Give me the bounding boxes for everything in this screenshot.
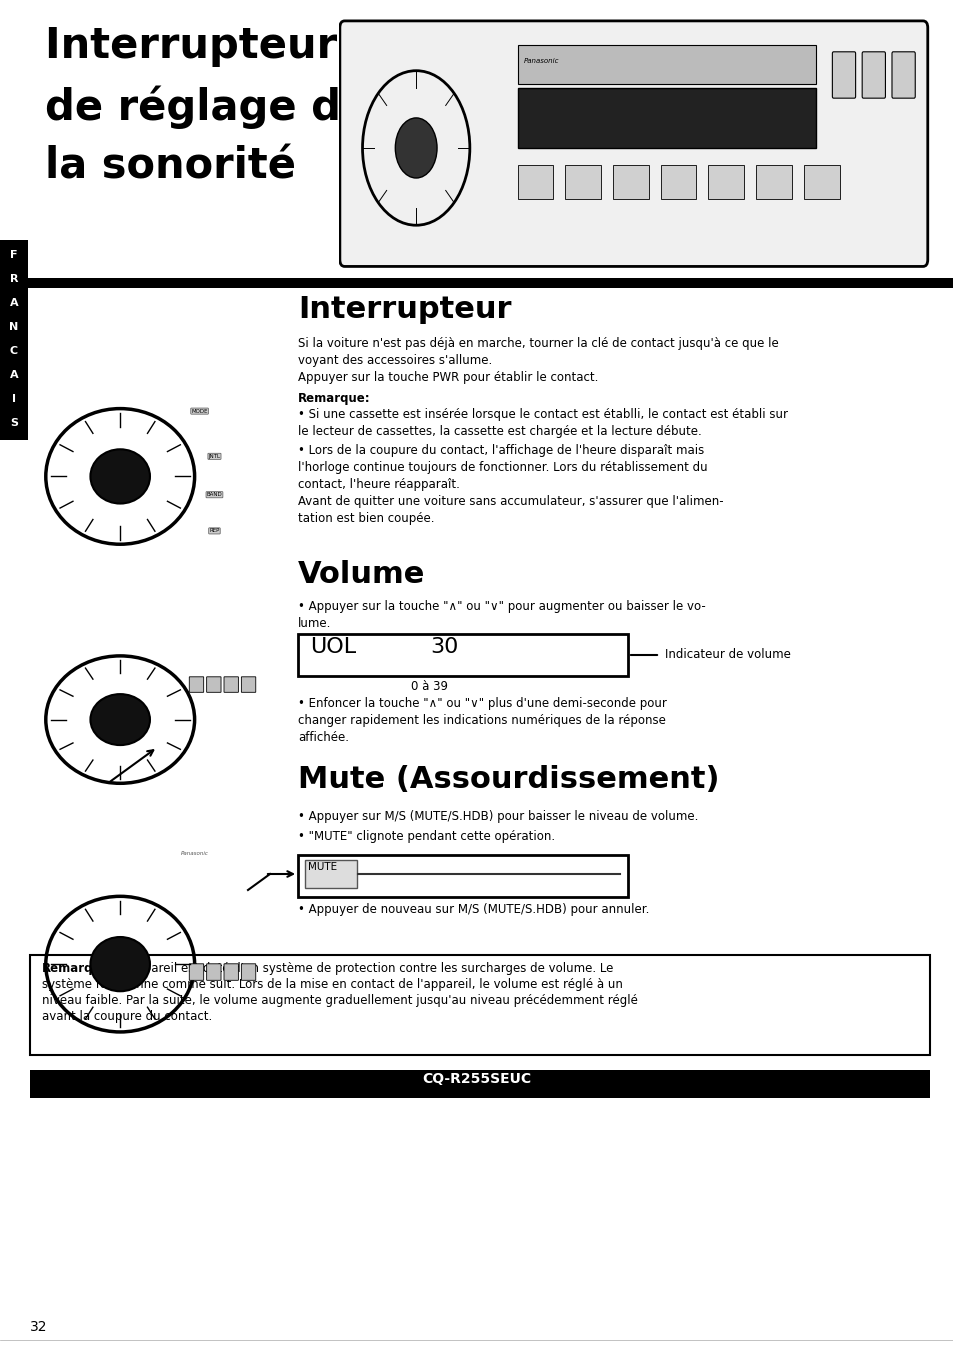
Text: Interrupteur et commandes: Interrupteur et commandes bbox=[45, 25, 694, 67]
Bar bbox=[564, 166, 600, 200]
Text: Cet appareil est doté d'un système de protection contre les surcharges de volume: Cet appareil est doté d'un système de pr… bbox=[105, 962, 613, 975]
Bar bbox=[30, 955, 929, 1055]
Circle shape bbox=[91, 449, 150, 504]
Bar bbox=[517, 45, 815, 84]
FancyBboxPatch shape bbox=[241, 677, 255, 692]
FancyBboxPatch shape bbox=[224, 677, 238, 692]
Bar bbox=[517, 88, 815, 148]
Text: 32: 32 bbox=[30, 1321, 48, 1334]
Text: I: I bbox=[12, 395, 16, 404]
Bar bbox=[297, 634, 627, 675]
Text: Interrupteur: Interrupteur bbox=[297, 295, 511, 323]
Text: BAND: BAND bbox=[207, 492, 222, 497]
Text: • Appuyer de nouveau sur M/S (MUTE/S.HDB) pour annuler.: • Appuyer de nouveau sur M/S (MUTE/S.HDB… bbox=[297, 903, 649, 917]
Text: • Si une cassette est insérée lorsque le contact est établli, le contact est éta: • Si une cassette est insérée lorsque le… bbox=[297, 408, 787, 438]
FancyBboxPatch shape bbox=[224, 964, 238, 981]
Circle shape bbox=[395, 118, 436, 178]
Text: Volume: Volume bbox=[297, 560, 425, 589]
FancyBboxPatch shape bbox=[891, 52, 914, 99]
Text: 30: 30 bbox=[430, 637, 457, 658]
Text: JNTL: JNTL bbox=[209, 453, 220, 459]
Text: Remarque:: Remarque: bbox=[42, 962, 114, 975]
Text: R: R bbox=[10, 274, 18, 284]
Bar bbox=[305, 860, 356, 888]
Text: avant la coupure du contact.: avant la coupure du contact. bbox=[42, 1010, 212, 1023]
Text: système fonctionne comme suit. Lors de la mise en contact de l'appareil, le volu: système fonctionne comme suit. Lors de l… bbox=[42, 978, 622, 991]
FancyBboxPatch shape bbox=[831, 52, 855, 99]
FancyBboxPatch shape bbox=[339, 21, 926, 266]
Bar bbox=[0, 278, 953, 288]
Text: de réglage de: de réglage de bbox=[45, 85, 369, 129]
FancyBboxPatch shape bbox=[207, 677, 221, 692]
Bar bbox=[30, 1070, 929, 1097]
Text: • Appuyer sur M/S (MUTE/S.HDB) pour baisser le niveau de volume.: • Appuyer sur M/S (MUTE/S.HDB) pour bais… bbox=[297, 810, 698, 823]
Bar bbox=[802, 166, 839, 200]
Bar bbox=[612, 166, 648, 200]
FancyBboxPatch shape bbox=[189, 677, 203, 692]
FancyBboxPatch shape bbox=[207, 964, 221, 981]
Bar bbox=[755, 166, 791, 200]
Circle shape bbox=[91, 937, 150, 992]
Text: F: F bbox=[10, 249, 18, 260]
Text: • "MUTE" clignote pendant cette opération.: • "MUTE" clignote pendant cette opératio… bbox=[297, 830, 555, 843]
Circle shape bbox=[91, 695, 150, 745]
Text: 0 à 39: 0 à 39 bbox=[411, 680, 448, 693]
Text: Si la voiture n'est pas déjà en marche, tourner la clé de contact jusqu'à ce que: Si la voiture n'est pas déjà en marche, … bbox=[297, 337, 778, 384]
Text: Indicateur de volume: Indicateur de volume bbox=[664, 648, 790, 660]
Text: • Lors de la coupure du contact, l'affichage de l'heure disparaît mais
l'horloge: • Lors de la coupure du contact, l'affic… bbox=[297, 444, 723, 525]
Text: • Enfoncer la touche "∧" ou "∨" plus d'une demi-seconde pour
changer rapidement : • Enfoncer la touche "∧" ou "∨" plus d'u… bbox=[297, 697, 666, 744]
Text: UOL: UOL bbox=[310, 637, 355, 658]
FancyBboxPatch shape bbox=[189, 964, 203, 981]
Text: Remarque:: Remarque: bbox=[297, 392, 370, 406]
Text: A: A bbox=[10, 299, 18, 308]
Text: niveau faible. Par la suite, le volume augmente graduellement jusqu'au niveau pr: niveau faible. Par la suite, le volume a… bbox=[42, 995, 638, 1007]
Text: • Appuyer sur la touche "∧" ou "∨" pour augmenter ou baisser le vo-
lume.: • Appuyer sur la touche "∧" ou "∨" pour … bbox=[297, 600, 705, 630]
Text: N: N bbox=[10, 322, 19, 332]
Text: S: S bbox=[10, 418, 18, 427]
Bar bbox=[517, 166, 553, 200]
Bar bbox=[707, 166, 743, 200]
Bar bbox=[0, 240, 28, 440]
Bar bbox=[659, 166, 696, 200]
Text: MODE: MODE bbox=[192, 408, 208, 414]
FancyBboxPatch shape bbox=[862, 52, 884, 99]
Text: C: C bbox=[10, 347, 18, 356]
Text: A: A bbox=[10, 370, 18, 379]
Text: Panasonic: Panasonic bbox=[523, 58, 558, 64]
Text: Mute (Assourdissement): Mute (Assourdissement) bbox=[297, 764, 719, 795]
Text: Panasonic: Panasonic bbox=[180, 851, 209, 856]
Text: la sonorité: la sonorité bbox=[45, 145, 295, 186]
Text: MUTE: MUTE bbox=[308, 862, 336, 871]
FancyBboxPatch shape bbox=[241, 964, 255, 981]
Bar bbox=[297, 855, 627, 897]
Text: REP: REP bbox=[209, 529, 219, 533]
Text: CQ-R255SEUC: CQ-R255SEUC bbox=[422, 1071, 531, 1086]
